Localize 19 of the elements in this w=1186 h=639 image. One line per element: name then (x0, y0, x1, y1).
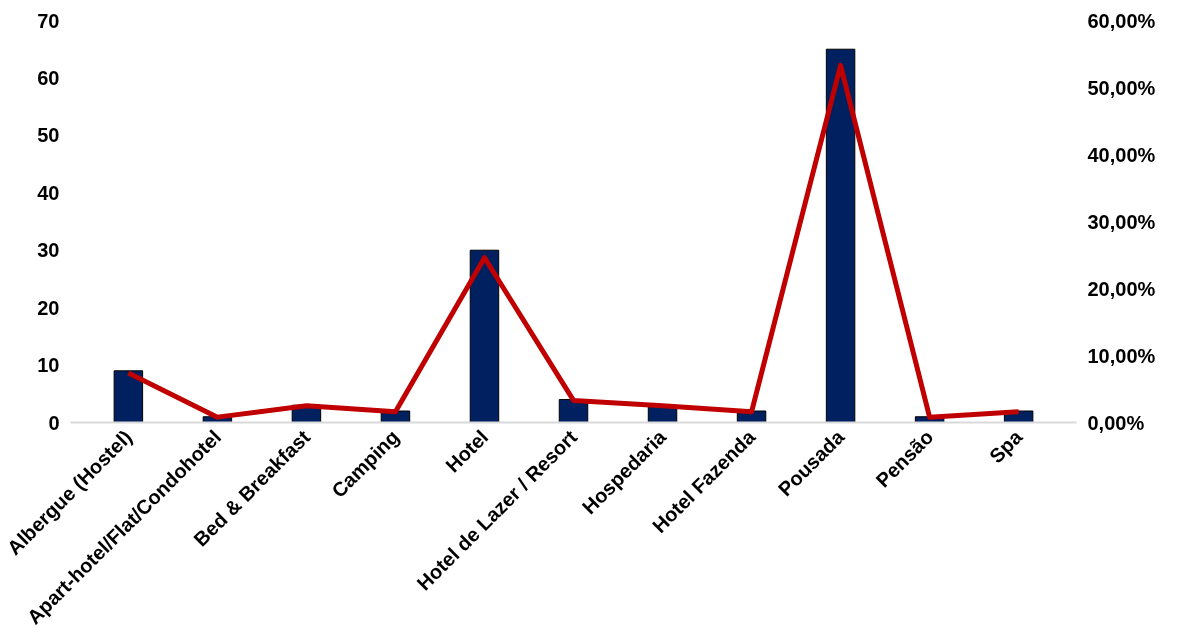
y-tick-label: 70 (37, 9, 60, 32)
y-tick-label: 10 (37, 354, 60, 377)
y2-tick-label: 50,00% (1087, 76, 1156, 99)
y2-tick-label: 60,00% (1087, 9, 1156, 32)
y-tick-label: 60 (37, 66, 60, 89)
bar (825, 48, 856, 423)
y2-tick-label: 10,00% (1087, 344, 1156, 367)
bar (469, 249, 500, 423)
y2-tick-label: 40,00% (1087, 143, 1156, 166)
y-tick-label: 20 (37, 296, 60, 319)
y-tick-label: 50 (37, 124, 60, 147)
y-tick-label: 0 (48, 411, 60, 434)
y2-tick-label: 0,00% (1087, 411, 1145, 434)
y-tick-label: 40 (37, 181, 60, 204)
y2-tick-label: 20,00% (1087, 277, 1156, 300)
x-tick-label: Spa (984, 425, 1028, 468)
y-tick-label: 30 (37, 239, 60, 262)
bar (113, 370, 144, 423)
y2-tick-label: 30,00% (1087, 210, 1156, 233)
